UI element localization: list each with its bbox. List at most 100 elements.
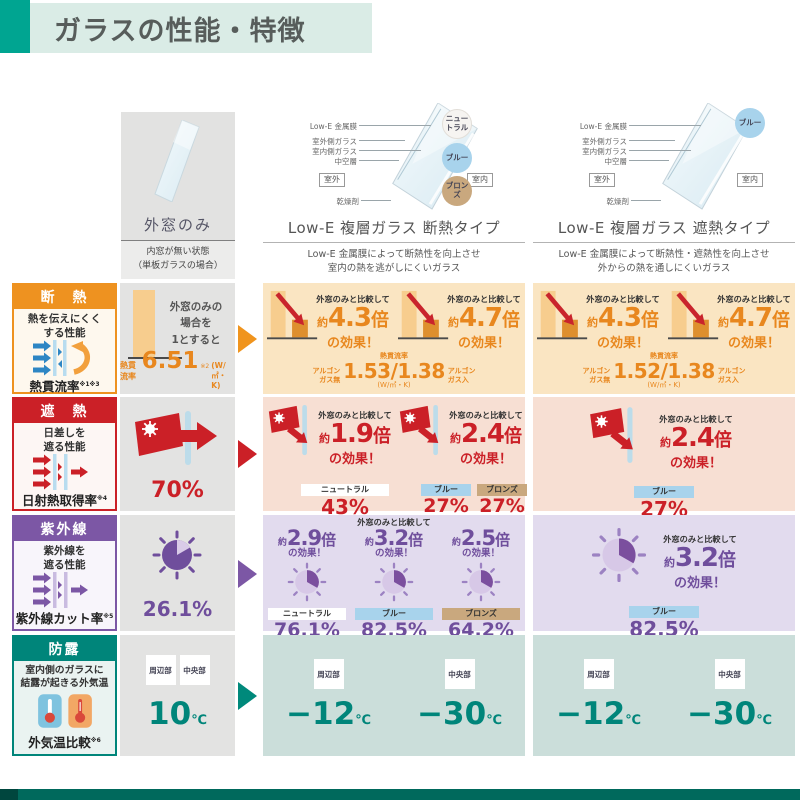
- factor-value: 約4.3倍: [585, 303, 661, 333]
- factor-number: 4.3: [327, 303, 372, 333]
- comparison-insulation-1: 外窓のみと比較して 約4.3倍 の効果！: [263, 283, 394, 394]
- factor-value: 約3.2倍: [350, 527, 438, 549]
- effect-label: の効果！: [727, 336, 780, 352]
- outer-uv-cut-value: 26.1%: [142, 597, 213, 621]
- baseline: [128, 357, 182, 359]
- comparison-uv-blue: 外窓のみと比較して 約3.2倍 の効果！ ブルー 82.5%: [350, 515, 438, 641]
- temp-unit: ℃: [191, 713, 207, 728]
- sun-pie-icon: [287, 562, 327, 602]
- argon-line2: ガス入: [717, 375, 739, 384]
- u-value-label: 熱貫流率: [380, 352, 408, 360]
- divider: [263, 242, 525, 243]
- row-insulation-body: 熱を伝えにくく する性能 熱貫流率※1※3: [14, 309, 115, 398]
- u-value-center: 1.52/1.38 (W/㎡・K): [613, 361, 715, 390]
- cell-condensation-outer: 周辺部 中央部 10℃: [120, 635, 235, 756]
- factor-number: 4.3: [597, 303, 642, 333]
- effect-label: の効果！: [673, 576, 726, 592]
- cell-insulation-right: 外窓のみと比較して 約4.3倍 の効果！ 外窓のみと比較して 約4.7倍 の効果…: [533, 283, 795, 394]
- desc-line1: 日差しを: [43, 427, 86, 439]
- arrow-right-insulation-icon: [238, 325, 257, 353]
- caption-line1: 内窓が無い状態: [146, 247, 210, 257]
- argon-line2: ガス無: [589, 375, 611, 384]
- argon-line2: ガス入: [447, 375, 469, 384]
- label-indoor: 室内: [737, 173, 763, 187]
- approx-label: 約: [316, 316, 328, 329]
- effect-label: の効果！: [328, 452, 381, 468]
- cell-uv-outer: 26.1%: [120, 515, 235, 631]
- heat-flow-icon: [33, 340, 97, 376]
- comparison-text: 外窓のみと比較して 約4.7倍 の効果！: [716, 293, 792, 351]
- note-line1: 外窓のみの: [169, 301, 223, 313]
- swatch-bronze: ブロンズ: [442, 176, 472, 206]
- outer-window-image-box: 外窓のみ: [121, 112, 235, 240]
- badge-edge: 周辺部: [583, 659, 614, 689]
- column-insulation-subtitle: Low-E 金属膜によって断熱性を向上させ 室内の熱を逃がしにくいガラス: [263, 248, 525, 277]
- factor-number: 1.9: [329, 419, 374, 449]
- factor-value: 約2.9倍: [263, 527, 351, 549]
- label-outdoor-glass: 室外側ガラス: [312, 137, 357, 146]
- times-label: 倍: [371, 310, 390, 331]
- approx-label: 約: [449, 432, 461, 445]
- effect-label: の効果！: [457, 336, 510, 352]
- result-blue: ブルー 27%: [421, 477, 471, 518]
- sun-pie-icon: [374, 562, 414, 602]
- row-uv-label: 紫外線 紫外線を 遮る性能 紫外線カット率※5: [12, 515, 117, 631]
- approx-label: 約: [663, 556, 675, 569]
- leader-line: [361, 200, 391, 201]
- metric-footnote: ※4: [97, 495, 108, 503]
- badge-blue: ブルー: [629, 606, 699, 619]
- caption-line2: （単板ガラスの場合）: [133, 260, 223, 271]
- effect-label: の効果！: [374, 548, 413, 560]
- sun-deflect-icon: [398, 403, 450, 459]
- result-bronze: ブロンズ 27%: [477, 477, 527, 518]
- leader-line: [359, 160, 399, 161]
- desc-line2: する性能: [43, 326, 86, 339]
- comparison-text: 外窓のみと比較して 約2.4倍 の効果！: [448, 409, 524, 467]
- arrow-right-uv-icon: [238, 560, 257, 588]
- factor-number: 2.4: [460, 419, 505, 449]
- badge-center: 中央部: [179, 655, 210, 685]
- effect-label: の効果！: [461, 548, 500, 560]
- compare-label: 外窓のみと比較して: [717, 294, 791, 304]
- label-desiccant: 乾燥剤: [606, 197, 630, 206]
- argon-without-label: アルゴン ガス無: [312, 367, 340, 384]
- temp-unit: ℃: [756, 713, 772, 728]
- row-condensation-body: 室内側のガラスに 結露が起きる外気温 外気温比較※6: [14, 661, 115, 754]
- shgc-percent: 43%: [321, 495, 369, 520]
- column-insulation-title: Low-E 複層ガラス 断熱タイプ: [287, 219, 501, 237]
- subtitle-line1: Low-E 金属膜によって断熱性・遮熱性を向上させ: [558, 249, 770, 260]
- temp-unit: ℃: [625, 713, 641, 728]
- comparison-uv-neutral: 約2.9倍 の効果！ ニュートラル 76.1%: [263, 515, 351, 641]
- arrow-right-shading-icon: [238, 440, 257, 468]
- label-outdoor-glass: 室外側ガラス: [582, 137, 627, 146]
- result-edge: 周辺部 −12℃: [533, 635, 664, 756]
- position-badges: 周辺部 中央部: [120, 655, 235, 685]
- cell-insulation-mid: 外窓のみと比較して 約4.3倍 の効果！ 外窓のみと比較して 約4.7倍 の効果…: [263, 283, 525, 394]
- argon-without-label: アルゴン ガス無: [582, 367, 610, 384]
- factor-value: 約4.7倍: [716, 304, 792, 332]
- temp-value: −30℃: [394, 699, 525, 730]
- leader-line: [359, 150, 421, 151]
- times-label: 倍: [772, 310, 791, 331]
- effect-label: の効果！: [326, 336, 379, 352]
- row-uv-desc: 紫外線を 遮る性能: [44, 545, 86, 572]
- u-value-number: 1.52/1.38: [613, 359, 715, 383]
- column-shading-subtitle: Low-E 金属膜によって断熱性・遮熱性を向上させ 外からの熱を通しにくいガラス: [533, 248, 795, 277]
- leader-line: [629, 160, 669, 161]
- comparison-insulation-2: 外窓のみと比較して 約4.7倍 の効果！: [394, 283, 525, 394]
- approx-label: 約: [451, 538, 461, 548]
- comparison-text: 外窓のみと比較して 約4.3倍 の効果！: [585, 293, 661, 351]
- row-uv-body: 紫外線を 遮る性能 紫外線カット率※5: [14, 541, 115, 630]
- metric-footnote: ※6: [90, 736, 101, 744]
- desc-line2: 結露が起きる外気温: [20, 677, 109, 689]
- leader-line: [629, 140, 675, 141]
- leader-line: [359, 125, 431, 126]
- metric-shgc-label: 日射熱取得率※4: [22, 490, 107, 509]
- glass-structure-diagram: Low-E 金属膜 室外側ガラス 室内側ガラス 中空層 室外 室内 乾燥剤 ブル…: [533, 103, 795, 215]
- comparison-text: 外窓のみと比較して 約4.7倍 の効果！: [446, 293, 522, 351]
- metric-text: 日射熱取得率: [21, 493, 97, 509]
- row-insulation-header: 断 熱: [14, 285, 115, 309]
- row-shading-header: 遮 熱: [14, 399, 115, 423]
- temp-number: −30: [687, 696, 757, 732]
- temp-unit: ℃: [486, 713, 502, 728]
